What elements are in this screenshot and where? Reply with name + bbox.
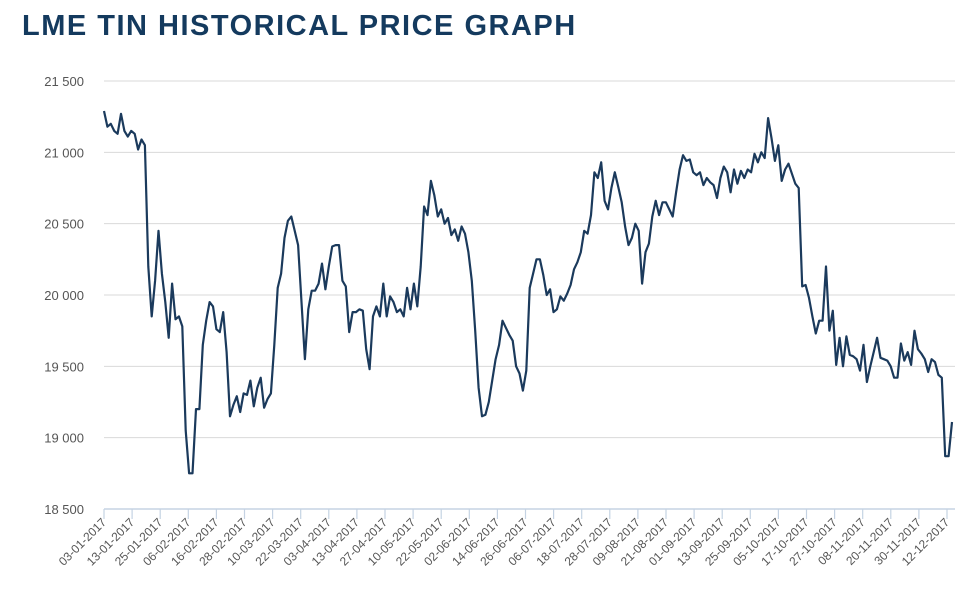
- y-tick-label: 19 500: [44, 359, 84, 374]
- x-axis: 03-01-201713-01-201725-01-201706-02-2017…: [56, 508, 955, 569]
- y-tick-label: 18 500: [44, 502, 84, 517]
- series-layer: [102, 110, 954, 475]
- y-axis: 18 500 19 000 19 500 20 000 20 500 21 000 21 5…: [44, 74, 84, 517]
- y-tick-label: 19 000: [44, 431, 84, 446]
- y-tick-label: 21 000: [44, 145, 84, 160]
- y-tick-label: 20 000: [44, 288, 84, 303]
- gridlines: [104, 80, 955, 439]
- y-tick-label: 20 500: [44, 217, 84, 232]
- chart-title: LME TIN HISTORICAL PRICE GRAPH: [22, 10, 577, 42]
- y-tick-label: 21 500: [44, 74, 84, 89]
- series-line-0: [102, 110, 954, 475]
